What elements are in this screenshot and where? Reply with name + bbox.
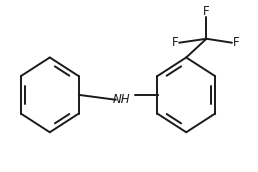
Text: F: F	[172, 36, 178, 49]
Text: F: F	[233, 36, 240, 49]
Text: F: F	[203, 5, 210, 18]
Text: NH: NH	[113, 93, 131, 106]
